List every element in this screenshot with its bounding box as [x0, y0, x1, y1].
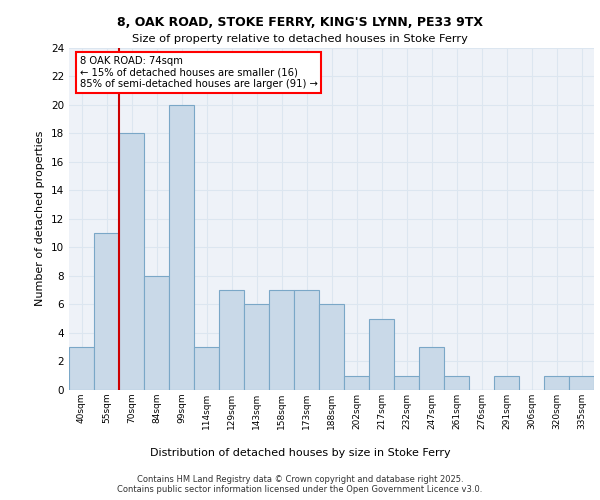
Bar — [419, 347, 444, 390]
Bar — [494, 376, 519, 390]
Bar — [244, 304, 269, 390]
Text: Size of property relative to detached houses in Stoke Ferry: Size of property relative to detached ho… — [132, 34, 468, 44]
Bar — [319, 304, 344, 390]
Text: Distribution of detached houses by size in Stoke Ferry: Distribution of detached houses by size … — [149, 448, 451, 458]
Bar — [194, 347, 219, 390]
Y-axis label: Number of detached properties: Number of detached properties — [35, 131, 46, 306]
Text: 8, OAK ROAD, STOKE FERRY, KING'S LYNN, PE33 9TX: 8, OAK ROAD, STOKE FERRY, KING'S LYNN, P… — [117, 16, 483, 30]
Bar — [219, 290, 244, 390]
Bar — [394, 376, 419, 390]
Bar — [69, 347, 94, 390]
Bar — [119, 133, 144, 390]
Bar — [544, 376, 569, 390]
Bar — [144, 276, 169, 390]
Bar — [269, 290, 294, 390]
Text: 8 OAK ROAD: 74sqm
← 15% of detached houses are smaller (16)
85% of semi-detached: 8 OAK ROAD: 74sqm ← 15% of detached hous… — [79, 56, 317, 90]
Bar — [444, 376, 469, 390]
Bar — [294, 290, 319, 390]
Bar — [344, 376, 369, 390]
Bar — [369, 318, 394, 390]
Bar — [569, 376, 594, 390]
Bar — [169, 104, 194, 390]
Bar — [94, 233, 119, 390]
Text: Contains HM Land Registry data © Crown copyright and database right 2025.
Contai: Contains HM Land Registry data © Crown c… — [118, 474, 482, 494]
